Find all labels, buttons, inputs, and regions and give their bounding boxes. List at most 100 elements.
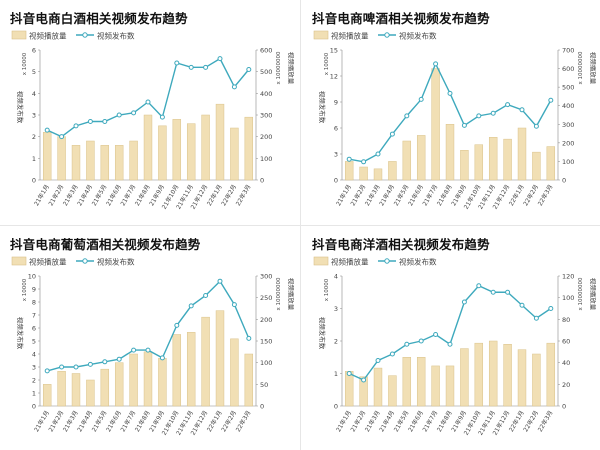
legend: 视频播放量 视频发布数 xyxy=(11,31,135,41)
bar xyxy=(100,145,110,181)
left-tick-label: 4 xyxy=(32,351,36,359)
chart-title: 抖音电商白酒相关视频发布趋势 xyxy=(10,11,188,26)
bar xyxy=(42,132,52,181)
bar xyxy=(143,351,153,407)
bar xyxy=(172,334,182,407)
bar xyxy=(359,166,368,181)
bar xyxy=(532,353,541,407)
chart-svg: 视频播放量 视频发布数036912150100200300400500600700… xyxy=(313,30,596,211)
line-point xyxy=(188,64,194,70)
line-point xyxy=(533,315,539,321)
chart-panel-baijiu: 抖音电商白酒相关视频发布趋势 视频播放量 视频发布数 0 1 2 3 4 5 6 0 100 200 3… xyxy=(4,4,294,222)
line-point xyxy=(548,306,554,311)
right-tick-label: 300 xyxy=(260,273,272,281)
bar xyxy=(474,342,484,407)
left-tick-label: 0 xyxy=(334,177,338,185)
line-point xyxy=(73,123,79,129)
left-tick-label: 5 xyxy=(32,68,36,76)
line-point xyxy=(375,151,381,157)
line-point xyxy=(102,119,108,124)
right-axis-unit: x 10000000 xyxy=(276,277,282,310)
line-point xyxy=(131,110,137,116)
right-tick-label: 300 xyxy=(562,121,574,129)
right-tick-label: 80 xyxy=(562,316,570,324)
line-point xyxy=(217,56,223,62)
bar xyxy=(402,357,412,407)
line-point xyxy=(131,347,137,353)
legend: 视频播放量 视频发布数 xyxy=(11,257,135,267)
line-point xyxy=(188,303,194,309)
right-tick-label: 600 xyxy=(260,47,272,55)
line-point xyxy=(87,119,93,124)
bar xyxy=(143,114,153,181)
left-tick-label: 4 xyxy=(32,90,36,98)
left-tick-label: 3 xyxy=(32,112,36,120)
left-tick-label: 2 xyxy=(32,377,36,385)
bar xyxy=(416,135,426,181)
line-point xyxy=(145,347,151,353)
line-point xyxy=(476,113,482,119)
bar xyxy=(474,144,484,181)
bar xyxy=(373,168,383,181)
bar xyxy=(388,375,397,407)
bar xyxy=(86,379,95,407)
line-point xyxy=(418,338,424,344)
line-point xyxy=(433,61,439,67)
bar xyxy=(201,316,210,407)
line-point xyxy=(246,335,252,341)
line-point xyxy=(404,341,410,347)
left-tick-label: 10 xyxy=(28,273,36,281)
left-axis-unit: x 10000 xyxy=(324,278,330,301)
legend: 视频播放量 视频发布数 xyxy=(313,30,437,41)
left-axis-unit: x 10000 xyxy=(22,278,28,301)
line-point xyxy=(447,341,453,347)
line-point xyxy=(505,289,511,295)
chart-panel-spirits: 抖音电商洋酒相关视频发布趋势 视频播放量 视频发布数 0 1 2 3 4 0 20 40 60 80 1… xyxy=(306,230,596,448)
bar xyxy=(546,342,556,407)
line-point xyxy=(505,102,511,108)
line-point xyxy=(217,278,223,284)
left-tick-label: 6 xyxy=(32,325,36,333)
right-tick-label: 60 xyxy=(562,338,570,346)
bar xyxy=(532,151,541,181)
chart-svg: 视频播放量 视频发布数01234560100200300400500600视频发布… xyxy=(11,31,294,211)
chart-panel-wine: 抖音电商葡萄酒相关视频发布趋势 视频播放量 视频发布数 0 1 2 3 4 5 6 7 8 9 10 0 5… xyxy=(4,230,294,448)
bar xyxy=(158,125,167,181)
line-point xyxy=(231,84,237,90)
line-point xyxy=(59,134,65,140)
right-tick-label: 20 xyxy=(562,381,570,389)
left-tick-label: 3 xyxy=(334,151,338,159)
chart-title: 抖音电商葡萄酒相关视频发布趋势 xyxy=(10,237,201,252)
bar xyxy=(517,127,527,181)
line-point xyxy=(59,364,65,370)
line-point xyxy=(116,112,122,118)
line-point xyxy=(361,159,367,165)
left-tick-label: 9 xyxy=(32,286,36,294)
line-point xyxy=(433,332,439,337)
right-tick-label: 200 xyxy=(260,316,272,324)
legend: 视频播放量 视频发布数 xyxy=(313,257,437,267)
line-point xyxy=(346,371,352,376)
right-tick-label: 200 xyxy=(562,139,574,147)
legend-swatch-bar xyxy=(313,30,329,40)
line-point xyxy=(461,122,467,128)
legend-label-line: 视频发布数 xyxy=(399,31,437,41)
line-point xyxy=(174,60,180,66)
left-axis-label: 视频发布数 xyxy=(318,317,327,350)
bar xyxy=(344,161,354,181)
bar xyxy=(503,344,512,407)
right-tick-label: 100 xyxy=(260,155,272,163)
bar xyxy=(201,114,210,181)
line-point xyxy=(548,97,554,103)
legend-label-line: 视频发布数 xyxy=(399,257,437,267)
bar xyxy=(114,362,124,407)
bar xyxy=(100,368,110,407)
bar xyxy=(129,353,138,407)
right-tick-label: 50 xyxy=(260,381,268,389)
bar xyxy=(86,140,95,181)
right-axis-label: 视频播放量 xyxy=(589,278,596,311)
right-tick-label: 300 xyxy=(260,112,272,120)
right-tick-label: 0 xyxy=(260,177,264,185)
left-tick-label: 4 xyxy=(334,273,338,281)
